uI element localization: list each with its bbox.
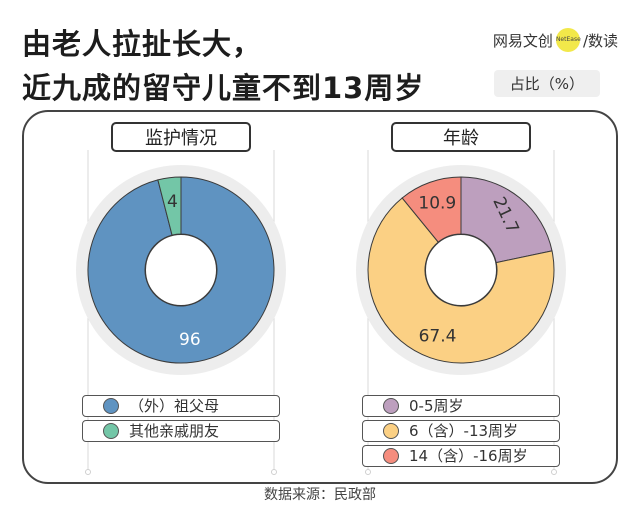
data-label-1-1: 67.4 (419, 326, 457, 346)
legend-label: 0-5周岁 (409, 397, 464, 415)
chart-title-guardianship: 监护情况 (111, 122, 251, 152)
chart-title: 由老人拉扯长大， 近九成的留守儿童不到13周岁 (22, 22, 424, 110)
donut-age: 21.767.410.9 (367, 176, 555, 364)
data-label-0-1: 4 (167, 192, 178, 212)
legend-item: 6（含）-13周岁 (362, 420, 560, 442)
legend-swatch (383, 397, 399, 414)
legend-item: 14（含）-16周岁 (362, 445, 560, 467)
data-source-text: 数据来源：民政部 (254, 487, 386, 503)
unit-label: 占比（%） (493, 70, 600, 97)
brand-right: /数读 (582, 31, 618, 50)
data-label-1-2: 10.9 (418, 194, 456, 214)
title-line-2: 近九成的留守儿童不到13周岁 (22, 71, 425, 105)
brand-mark: NetEase (555, 28, 581, 52)
legend-item: 其他亲戚朋友 (82, 420, 280, 442)
data-label-0-0: 96 (179, 330, 201, 350)
legend-label: 其他亲戚朋友 (129, 422, 220, 440)
legend-swatch (383, 447, 399, 464)
legend-label: （外）祖父母 (129, 397, 220, 415)
chart-panel (22, 110, 618, 484)
chart-title-age: 年龄 (391, 122, 531, 152)
legend-swatch (103, 397, 119, 414)
legend-label: 14（含）-16周岁 (409, 447, 528, 465)
legend-item: （外）祖父母 (82, 395, 280, 417)
donut-guardianship: 96 4 (87, 176, 275, 364)
brand-logo: 网易文创 NetEase /数读 (493, 28, 618, 52)
legend-swatch (103, 422, 119, 439)
brand-left: 网易文创 (492, 31, 553, 50)
legend-item: 0-5周岁 (362, 395, 560, 417)
legend-label: 6（含）-13周岁 (409, 422, 519, 440)
data-source: 数据来源：民政部 (0, 484, 640, 504)
title-line-1: 由老人拉扯长大， (22, 27, 263, 61)
legend-swatch (383, 422, 399, 439)
